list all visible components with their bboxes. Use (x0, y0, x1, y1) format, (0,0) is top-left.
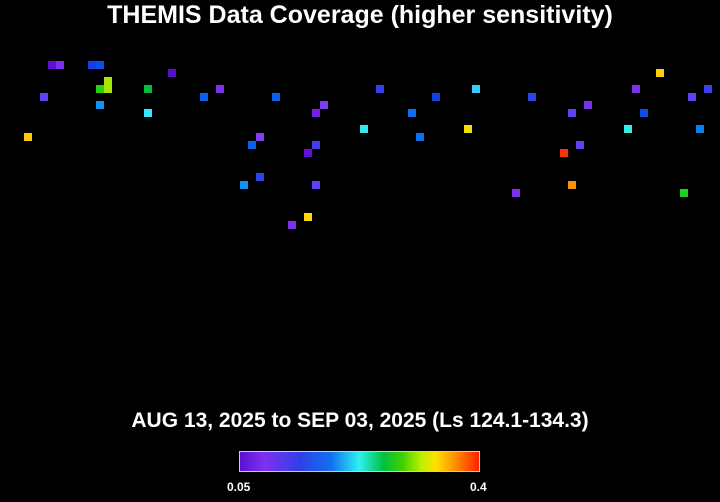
coverage-cell (240, 181, 248, 189)
coverage-cell (472, 85, 480, 93)
coverage-cell (632, 85, 640, 93)
coverage-cell (96, 61, 104, 69)
date-range-subtitle: AUG 13, 2025 to SEP 03, 2025 (Ls 124.1-1… (131, 409, 589, 432)
coverage-cell (216, 85, 224, 93)
coverage-cell (360, 125, 368, 133)
coverage-cell (704, 85, 712, 93)
colorbar (239, 451, 480, 472)
coverage-cell (680, 189, 688, 197)
coverage-cell (376, 85, 384, 93)
coverage-cell (272, 93, 280, 101)
coverage-cell (144, 85, 152, 93)
coverage-cell (320, 101, 328, 109)
coverage-cell (512, 189, 520, 197)
coverage-cell (200, 93, 208, 101)
coverage-cell (104, 85, 112, 93)
coverage-cell (624, 125, 632, 133)
coverage-cell (416, 133, 424, 141)
coverage-cell (576, 141, 584, 149)
coverage-cell (696, 125, 704, 133)
coverage-cell (48, 61, 56, 69)
coverage-cell (88, 61, 96, 69)
coverage-cell (312, 141, 320, 149)
coverage-cell (96, 85, 104, 93)
coverage-cell (256, 133, 264, 141)
coverage-cell (144, 109, 152, 117)
coverage-cell (304, 149, 312, 157)
colorbar-min-label: 0.05 (227, 480, 251, 494)
coverage-cell (656, 69, 664, 77)
coverage-map (24, 61, 712, 229)
coverage-cell (104, 77, 112, 85)
coverage-cell (248, 141, 256, 149)
coverage-cell (288, 221, 296, 229)
coverage-cell (568, 181, 576, 189)
coverage-cell (312, 181, 320, 189)
colorbar-max-label: 0.4 (470, 480, 487, 494)
coverage-cell (304, 213, 312, 221)
coverage-cell (640, 109, 648, 117)
chart-title: THEMIS Data Coverage (higher sensitivity… (107, 1, 613, 29)
coverage-cell (584, 101, 592, 109)
coverage-cell (528, 93, 536, 101)
coverage-cell (96, 101, 104, 109)
coverage-cell (432, 93, 440, 101)
coverage-cell (168, 69, 176, 77)
coverage-cell (56, 61, 64, 69)
coverage-cell (560, 149, 568, 157)
coverage-cell (312, 109, 320, 117)
coverage-cell (24, 133, 32, 141)
coverage-cell (464, 125, 472, 133)
coverage-cell (568, 109, 576, 117)
coverage-cell (688, 93, 696, 101)
coverage-cell (40, 93, 48, 101)
coverage-cell (256, 173, 264, 181)
coverage-cell (408, 109, 416, 117)
